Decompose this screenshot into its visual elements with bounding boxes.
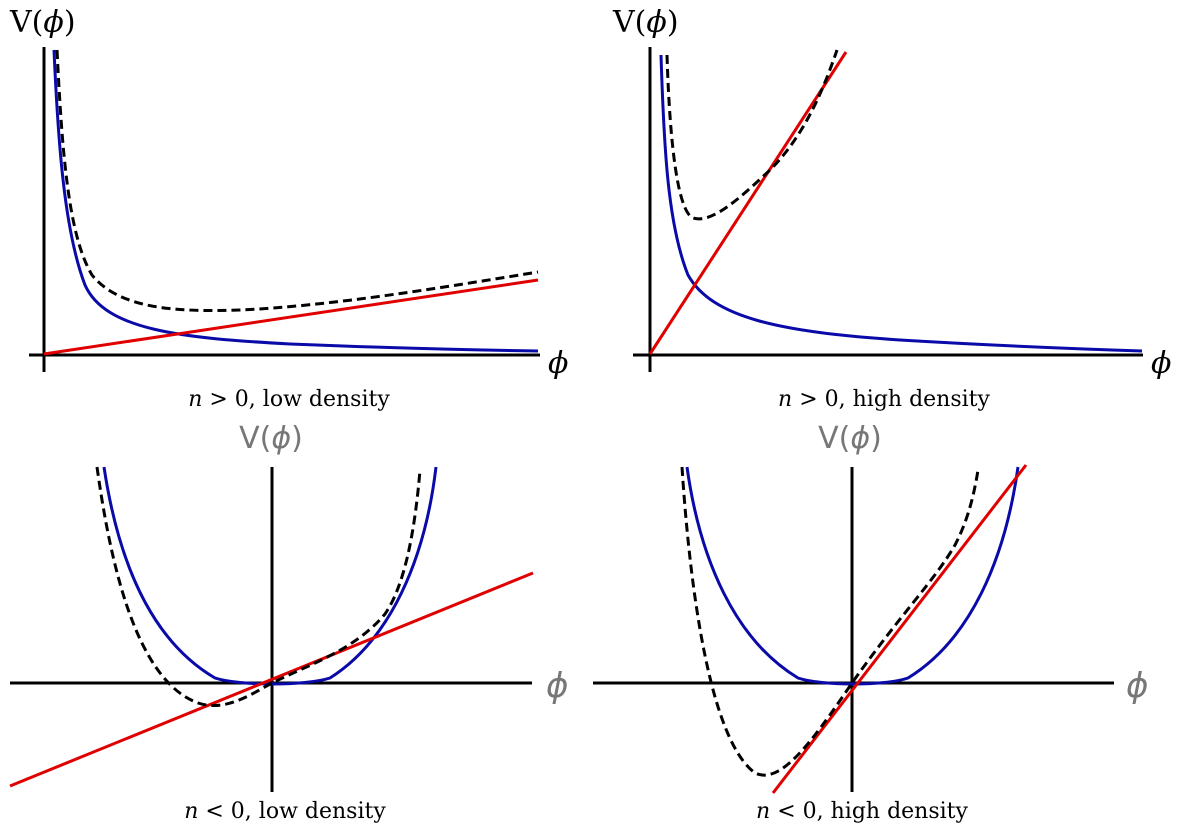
effective-potential-curve xyxy=(95,466,422,708)
matter-coupling-line xyxy=(43,278,539,356)
matter-coupling-line xyxy=(648,51,848,355)
x-axis-label: ϕ xyxy=(548,346,568,381)
y-axis-label: V(ϕ) xyxy=(818,421,882,456)
panel-positive-n-low-density: V(ϕ) ϕ n > 0, low density xyxy=(9,5,568,412)
y-axis-label: V(ϕ) xyxy=(239,421,303,456)
effective-potential-curve xyxy=(665,49,839,221)
chameleon-potential-curve xyxy=(52,49,539,353)
panel-caption: n > 0, high density xyxy=(778,387,990,412)
chameleon-potential-curve xyxy=(659,54,1143,353)
y-axis-label: V(ϕ) xyxy=(9,5,76,40)
matter-coupling-line xyxy=(771,464,1028,794)
y-axis-label: V(ϕ) xyxy=(612,5,679,40)
effective-potential-curve xyxy=(55,49,539,313)
x-axis-label: ϕ xyxy=(1151,346,1171,381)
panel-caption: n < 0, high density xyxy=(756,799,968,824)
panel-negative-n-high-density: V(ϕ) ϕ n < 0, high density xyxy=(593,421,1148,824)
chameleon-potential-curve xyxy=(685,466,1020,686)
x-axis-label: ϕ xyxy=(546,666,568,706)
chameleon-potential-curve xyxy=(102,466,438,686)
panel-negative-n-low-density: V(ϕ) ϕ n < 0, low density xyxy=(9,421,568,824)
x-axis-label: ϕ xyxy=(1126,666,1148,706)
panel-caption: n > 0, low density xyxy=(188,387,390,412)
matter-coupling-line xyxy=(9,571,534,788)
effective-potential-curve xyxy=(680,466,980,777)
panel-positive-n-high-density: V(ϕ) ϕ n > 0, high density xyxy=(612,5,1171,412)
panel-caption: n < 0, low density xyxy=(184,799,386,824)
